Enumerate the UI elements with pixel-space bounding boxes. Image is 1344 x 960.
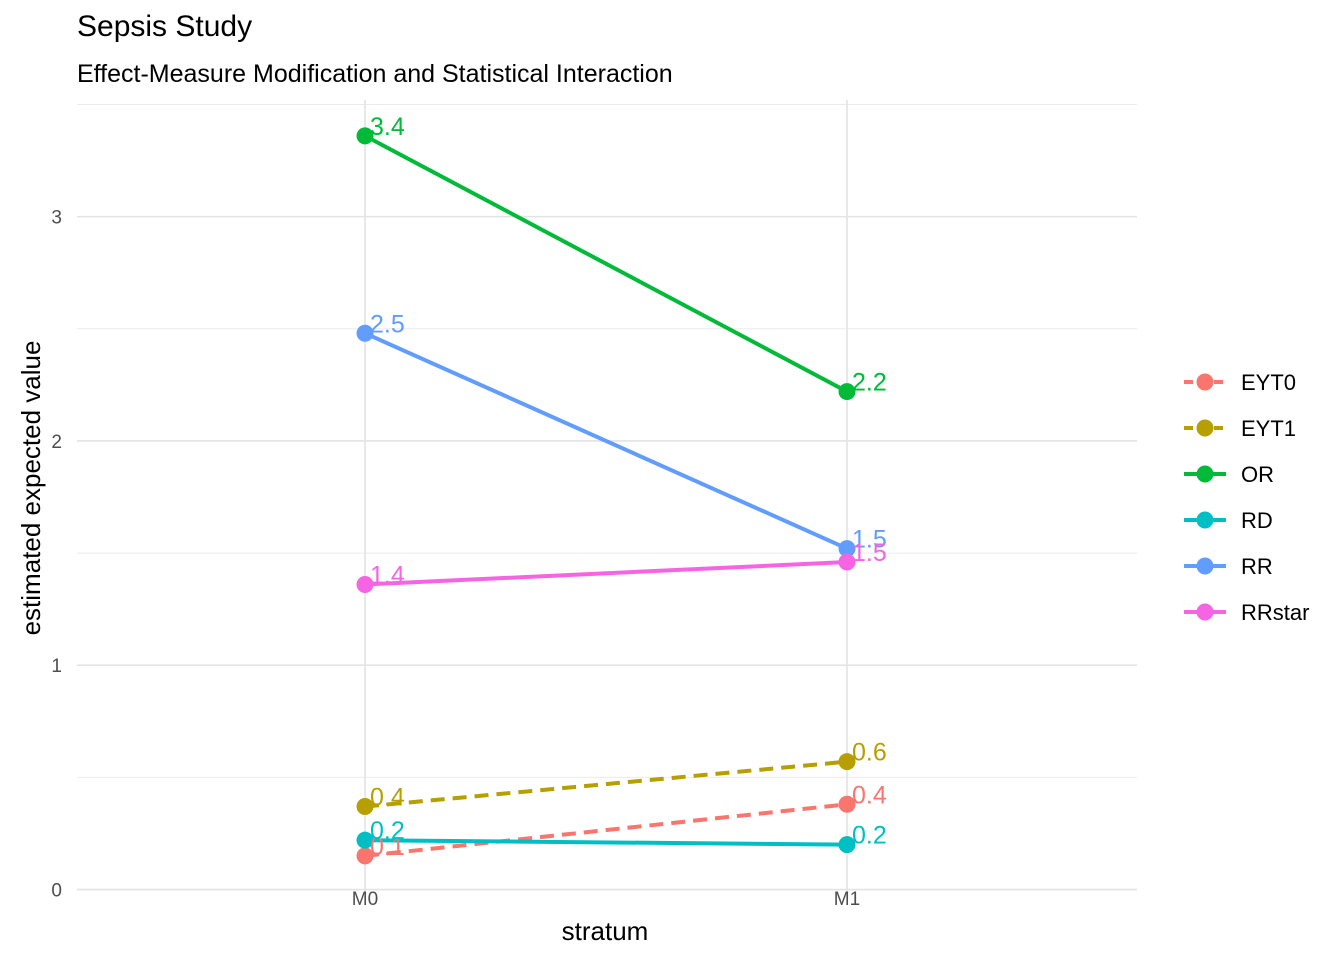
legend: EYT0 EYT1 OR RD RR RRstar [1184,370,1309,625]
grid [77,100,1137,894]
series-line-EYT0 [364,802,848,858]
y-axis-title: estimated expected value [16,341,46,636]
legend-key-point [1196,373,1214,391]
legend-label: EYT0 [1241,370,1296,395]
data-label-EYT1-M0: 0.4 [370,784,405,812]
data-label-RR-M0: 2.5 [370,310,405,338]
data-label-RD-M0: 0.2 [370,817,405,845]
series-line-RR [364,331,848,551]
data-labels: 0.1 0.4 0.4 0.6 3.4 2.2 0.2 0.2 2.5 1.5 1.4 1.5 [370,113,887,861]
data-label-EYT0-M1: 0.4 [852,781,887,809]
y-tick-label: 2 [51,432,62,453]
data-point-OR-M1 [838,383,856,401]
series-line-EYT1 [364,759,848,809]
y-tick-label: 1 [51,656,62,677]
legend-item-EYT0: EYT0 [1184,370,1296,395]
data-label-RR-M1: 1.5 [852,526,887,554]
legend-key-point [1196,557,1214,575]
legend-item-EYT1: EYT1 [1184,416,1296,441]
data-point-OR-M0 [356,127,374,145]
data-label-EYT0-M0: 0.1 [370,833,405,861]
legend-item-OR: OR [1184,462,1274,487]
series-line-RD [364,838,848,847]
legend-item-RRstar: RRstar [1184,600,1309,625]
series-line-OR [364,134,848,394]
data-point-RRstar-M1 [838,553,856,571]
data-label-OR-M0: 3.4 [370,113,405,141]
legend-item-RR: RR [1184,554,1273,579]
legend-label: EYT1 [1241,416,1296,441]
data-point-RD-M1 [838,836,856,854]
data-label-RRstar-M0: 1.4 [370,561,405,589]
chart-subtitle: Effect-Measure Modification and Statisti… [77,60,673,88]
legend-label: RD [1241,508,1273,533]
data-point-RR-M1 [838,540,856,558]
legend-label: RRstar [1241,600,1309,625]
x-tick-label: M1 [834,889,860,910]
data-label-EYT1-M1: 0.6 [852,739,887,767]
data-label-RRstar-M1: 1.5 [852,539,887,567]
legend-key-point [1196,465,1214,483]
y-tick-label: 0 [51,881,62,902]
legend-item-RD: RD [1184,508,1273,533]
data-point-EYT0-M1 [838,795,856,813]
data-point-RRstar-M0 [356,575,374,593]
chart-title: Sepsis Study [77,10,253,43]
y-tick-label: 3 [51,208,62,229]
data-label-RD-M1: 0.2 [852,822,887,850]
data-point-EYT1-M1 [838,753,856,771]
data-point-EYT1-M0 [356,798,374,816]
legend-key-point [1196,419,1214,437]
legend-key-point [1196,511,1214,529]
data-point-RR-M0 [356,324,374,342]
data-label-OR-M1: 2.2 [852,369,887,397]
legend-label: RR [1241,554,1273,579]
axes: 0 1 2 3 M0 M1 [51,208,860,910]
series [356,127,856,865]
x-tick-label: M0 [352,889,378,910]
legend-key-point [1196,603,1214,621]
x-axis-title: stratum [562,916,649,946]
data-point-EYT0-M0 [356,847,374,865]
legend-label: OR [1241,462,1274,487]
series-line-RRstar [364,560,848,587]
data-point-RD-M0 [356,831,374,849]
